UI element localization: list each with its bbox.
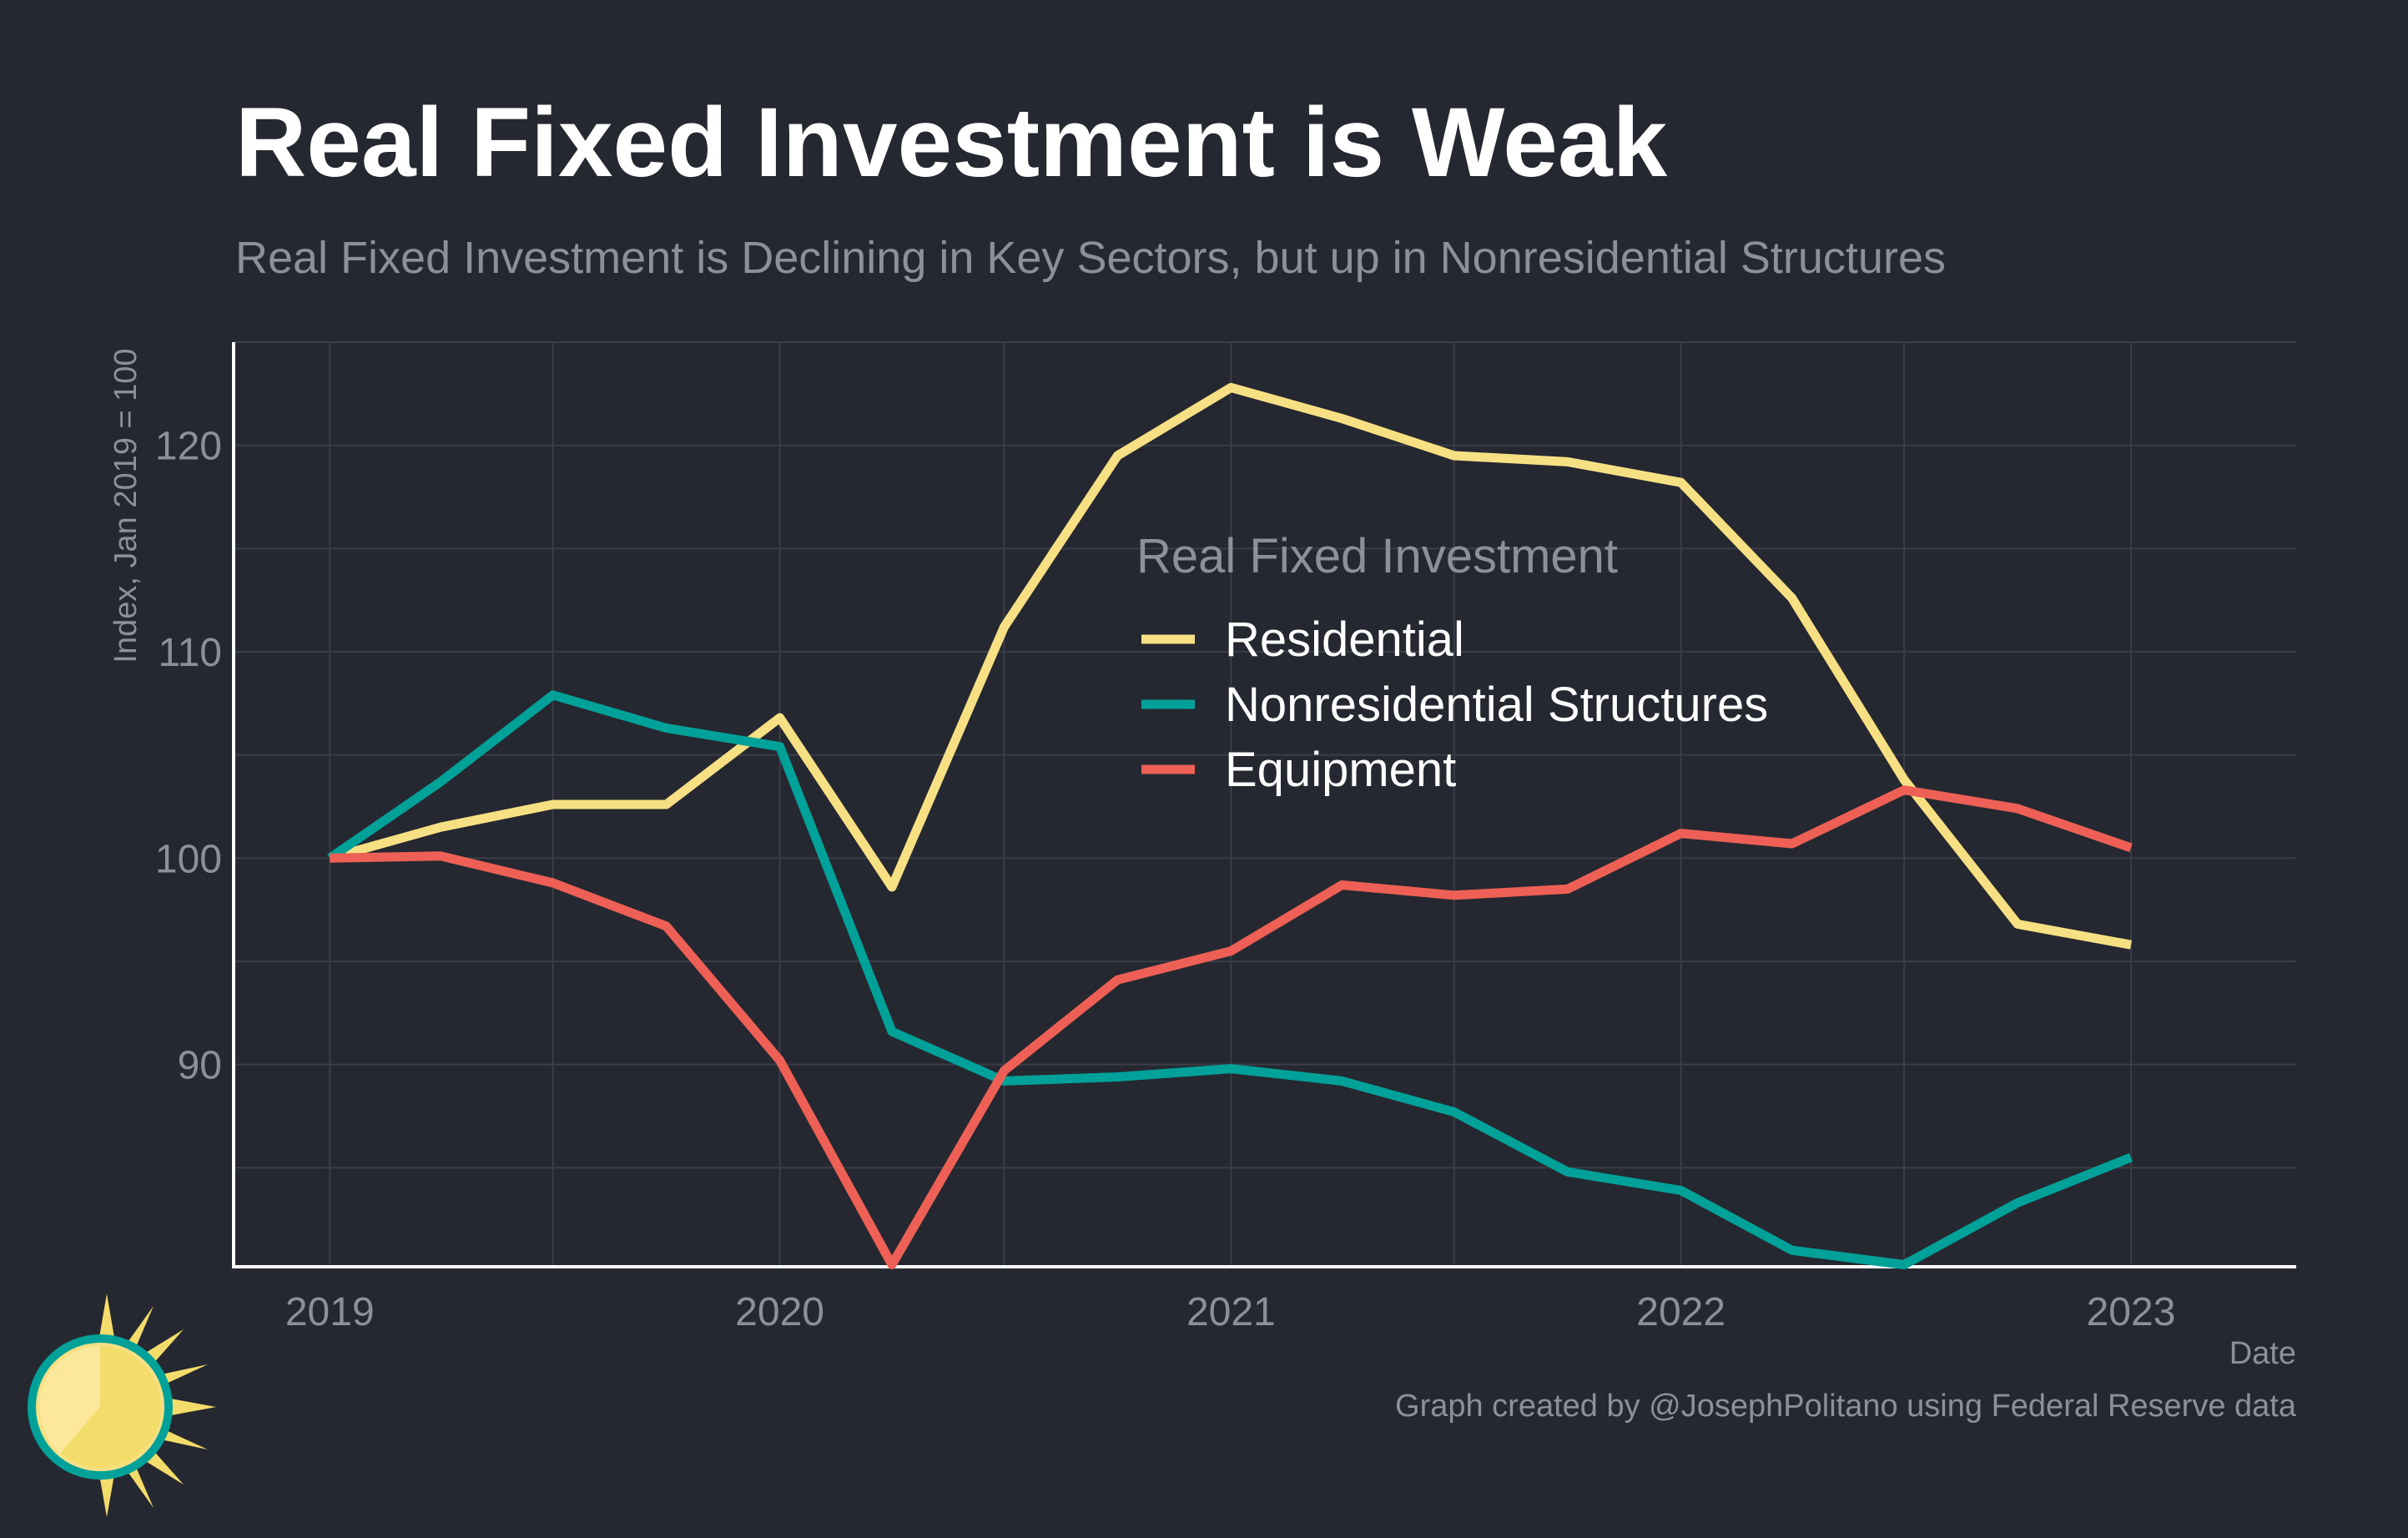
series-lines bbox=[327, 382, 2133, 1269]
legend: Real Fixed Investment Residential Nonresid… bbox=[1136, 529, 1768, 797]
series-line-residential bbox=[328, 382, 2132, 950]
x-tick-label: 2021 bbox=[1186, 1290, 1276, 1334]
x-axis-title: Date bbox=[2229, 1336, 2296, 1371]
x-tick-label: 2020 bbox=[735, 1290, 824, 1334]
y-tick-label: 90 bbox=[178, 1044, 222, 1088]
grid bbox=[234, 341, 2296, 1267]
y-tick-label: 120 bbox=[155, 425, 222, 469]
x-tick-label: 2019 bbox=[285, 1290, 375, 1334]
y-axis-title: Index, Jan 2019 = 100 bbox=[108, 348, 144, 663]
legend-label-equipment: Equipment bbox=[1225, 743, 1456, 797]
sun-logo-icon bbox=[28, 1293, 216, 1517]
series-line-nonresidential-structures bbox=[327, 690, 2133, 1269]
legend-label-residential: Residential bbox=[1225, 613, 1464, 667]
y-tick-label: 110 bbox=[158, 631, 222, 675]
legend-title: Real Fixed Investment bbox=[1136, 529, 1618, 583]
series-line-equipment bbox=[330, 785, 2133, 1269]
chart-title: Real Fixed Investment is Weak bbox=[235, 88, 1668, 198]
legend-label-nonresidential-structures: Nonresidential Structures bbox=[1225, 678, 1768, 732]
x-tick-label: 2022 bbox=[1636, 1290, 1725, 1334]
source-credit: Graph created by @JosephPolitano using F… bbox=[1395, 1389, 2296, 1424]
y-tick-label: 100 bbox=[155, 837, 222, 881]
x-tick-label: 2023 bbox=[2087, 1290, 2176, 1334]
chart-subtitle: Real Fixed Investment is Declining in Ke… bbox=[235, 233, 1946, 283]
axes: 90 100 110 120 2019 2020 2021 2022 2023 Date Index… bbox=[108, 342, 2296, 1371]
